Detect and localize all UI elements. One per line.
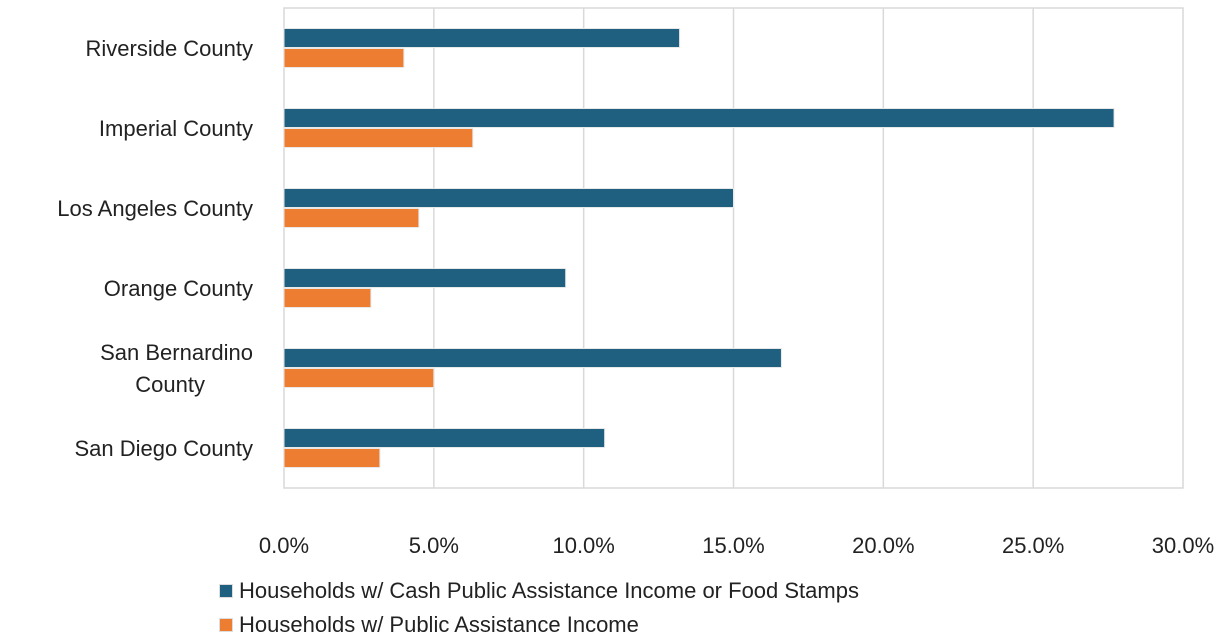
- bar-public-assistance: [283, 288, 372, 308]
- bar-chart: Riverside County Imperial County Los Angel…: [57, 7, 1214, 558]
- x-tick-label: 25.0%: [1002, 533, 1064, 558]
- legend-label-public-assistance: Households w/ Public Assistance Income: [239, 612, 639, 637]
- x-axis-tick-labels: 0.0% 5.0% 10.0% 15.0% 20.0% 25.0% 30.0%: [259, 533, 1214, 558]
- legend: Households w/ Cash Public Assistance Inc…: [219, 574, 859, 642]
- category-label: Riverside County: [85, 36, 253, 61]
- category-label: San Bernardino County: [100, 340, 253, 397]
- legend-item-cash-assistance: Households w/ Cash Public Assistance Inc…: [219, 574, 859, 608]
- bar-public-assistance: [283, 368, 435, 388]
- x-tick-label: 20.0%: [852, 533, 914, 558]
- bar-public-assistance: [283, 48, 405, 68]
- legend-item-public-assistance: Households w/ Public Assistance Income: [219, 608, 859, 642]
- bar-cash-assistance: [283, 428, 606, 448]
- category-label: Orange County: [104, 276, 253, 301]
- bar-cash-assistance: [283, 268, 567, 288]
- x-tick-label: 30.0%: [1152, 533, 1214, 558]
- gridlines: [283, 7, 1184, 489]
- legend-label-cash-assistance: Households w/ Cash Public Assistance Inc…: [239, 578, 859, 603]
- bar-public-assistance: [283, 208, 420, 228]
- category-label: San Diego County: [74, 436, 253, 461]
- legend-swatch-cash-assistance: [219, 584, 233, 598]
- category-labels: Riverside County Imperial County Los Angel…: [57, 36, 253, 461]
- bar-cash-assistance: [283, 348, 782, 368]
- category-label: Los Angeles County: [57, 196, 253, 221]
- bars: [283, 28, 1115, 468]
- x-tick-label: 0.0%: [259, 533, 309, 558]
- bar-public-assistance: [283, 448, 381, 468]
- bar-cash-assistance: [283, 108, 1115, 128]
- bar-cash-assistance: [283, 188, 734, 208]
- bar-public-assistance: [283, 128, 474, 148]
- bar-cash-assistance: [283, 28, 681, 48]
- x-tick-label: 15.0%: [702, 533, 764, 558]
- legend-swatch-public-assistance: [219, 618, 233, 632]
- category-label: Imperial County: [99, 116, 253, 141]
- x-tick-label: 5.0%: [409, 533, 459, 558]
- x-tick-label: 10.0%: [552, 533, 614, 558]
